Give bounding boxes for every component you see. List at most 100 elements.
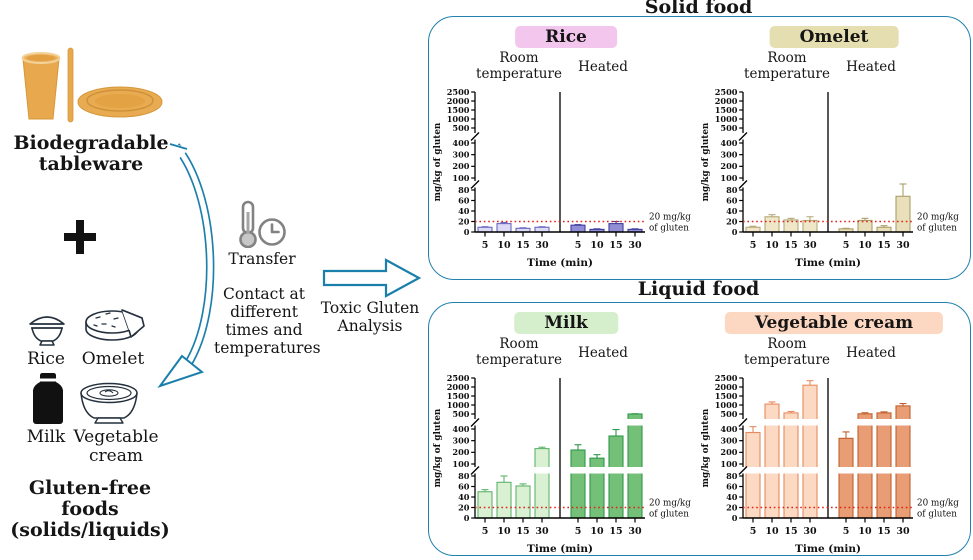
solid-food-title: Solid food [644, 0, 753, 18]
svg-text:500: 500 [720, 409, 737, 419]
svg-text:10: 10 [765, 240, 779, 251]
svg-text:5: 5 [482, 240, 489, 251]
svg-text:5: 5 [750, 240, 757, 251]
svg-text:60: 60 [726, 195, 738, 205]
svg-text:400: 400 [720, 424, 737, 434]
svg-text:80: 80 [726, 471, 738, 481]
svg-text:300: 300 [720, 149, 737, 159]
milk-header-chip: Milk [514, 312, 618, 334]
svg-text:1000: 1000 [447, 114, 470, 124]
rice-chip-label: Rice [545, 27, 587, 47]
svg-text:5: 5 [482, 526, 489, 537]
svg-text:200: 200 [720, 161, 737, 171]
svg-text:100: 100 [720, 173, 737, 183]
svg-text:10: 10 [765, 526, 779, 537]
milk-room-temperature-label: Room temperature [476, 336, 562, 368]
svg-text:30: 30 [535, 526, 549, 537]
svg-text:of gluten: of gluten [649, 224, 689, 234]
svg-text:30: 30 [803, 240, 817, 251]
svg-text:15: 15 [784, 526, 797, 537]
svg-text:15: 15 [609, 526, 622, 537]
svg-text:300: 300 [452, 149, 469, 159]
vegetable-cream-heated-label: Heated [846, 345, 896, 361]
svg-text:1500: 1500 [715, 391, 738, 401]
svg-text:500: 500 [452, 123, 469, 133]
svg-text:60: 60 [458, 195, 470, 205]
curved-arrow-icon [157, 142, 215, 388]
svg-text:100: 100 [452, 459, 469, 469]
svg-text:400: 400 [452, 138, 469, 148]
liquid-food-box: Milk Room temperature Heated 0 20 40 60 80 10… [428, 302, 971, 556]
svg-text:Time (min): Time (min) [795, 257, 861, 269]
svg-text:5: 5 [575, 240, 582, 251]
vegetable-cream-header-chip: Vegetable cream [724, 312, 944, 334]
omelet-chart: 0 20 40 60 80 100 200 300 400 500 1000 1500 2000 2500… [701, 82, 967, 274]
svg-text:20: 20 [458, 216, 470, 226]
svg-text:15: 15 [877, 526, 890, 537]
svg-text:500: 500 [720, 123, 737, 133]
gluten-free-label: Gluten-free foods (solids/liquids) [10, 477, 170, 541]
svg-text:60: 60 [458, 481, 470, 491]
rice-bowl-icon [29, 316, 65, 346]
tableware-label: Biodegradable tableware [13, 132, 169, 175]
svg-text:mg/kg of gluten: mg/kg of gluten [701, 122, 711, 201]
solid-food-box: Rice Room temperature Heated 0 20 40 60 80 10… [428, 16, 971, 280]
rice-heated-label: Heated [578, 59, 628, 75]
rice-label: Rice [27, 349, 65, 369]
vegetable-cream-chart: 0 20 40 60 80 100 200 300 400 500 1000 1500 2000 2500… [701, 368, 967, 560]
svg-text:1000: 1000 [447, 400, 470, 410]
liquid-food-title: Liquid food [637, 278, 760, 300]
svg-text:40: 40 [726, 492, 738, 502]
omelet-room-temperature-label: Room temperature [744, 50, 830, 82]
omelet-header-chip: Omelet [769, 26, 899, 48]
vegetable-cream-room-temperature-label: Room temperature [744, 336, 830, 368]
svg-text:5: 5 [575, 526, 582, 537]
svg-text:200: 200 [452, 161, 469, 171]
svg-text:0: 0 [464, 227, 470, 237]
transfer-label: Transfer [228, 250, 296, 268]
svg-text:80: 80 [458, 185, 470, 195]
svg-text:80: 80 [458, 471, 470, 481]
svg-text:5: 5 [843, 240, 850, 251]
svg-text:20 mg/kg: 20 mg/kg [917, 499, 959, 509]
rice-header-chip: Rice [515, 26, 617, 48]
svg-text:200: 200 [720, 447, 737, 457]
svg-text:mg/kg of gluten: mg/kg of gluten [433, 122, 443, 201]
svg-text:10: 10 [497, 240, 511, 251]
svg-text:200: 200 [452, 447, 469, 457]
svg-text:2000: 2000 [715, 382, 738, 392]
svg-text:40: 40 [458, 492, 470, 502]
vegetable-cream-label: Vegetable cream [73, 427, 159, 466]
svg-text:30: 30 [803, 526, 817, 537]
svg-text:20 mg/kg: 20 mg/kg [649, 213, 691, 223]
omelet-chip-label: Omelet [799, 27, 869, 47]
omelet-heated-label: Heated [846, 59, 896, 75]
plate-icon [77, 86, 163, 118]
svg-text:2500: 2500 [447, 373, 470, 383]
svg-text:5: 5 [750, 526, 757, 537]
svg-text:10: 10 [590, 526, 604, 537]
svg-text:40: 40 [726, 206, 738, 216]
svg-text:10: 10 [497, 526, 511, 537]
svg-text:2000: 2000 [447, 382, 470, 392]
svg-text:400: 400 [720, 138, 737, 148]
svg-text:of gluten: of gluten [649, 510, 689, 520]
svg-text:2500: 2500 [715, 373, 738, 383]
svg-text:Time (min): Time (min) [527, 257, 593, 269]
svg-text:of gluten: of gluten [917, 224, 957, 234]
svg-text:2500: 2500 [715, 87, 738, 97]
svg-text:2500: 2500 [447, 87, 470, 97]
milk-panel: Milk Room temperature Heated 0 20 40 60 80 10… [433, 306, 699, 560]
svg-text:20: 20 [726, 502, 738, 512]
svg-text:100: 100 [452, 173, 469, 183]
vegetable-cream-chip-label: Vegetable cream [754, 313, 914, 333]
rice-panel: Rice Room temperature Heated 0 20 40 60 80 10… [433, 20, 699, 276]
svg-text:15: 15 [877, 240, 890, 251]
svg-text:mg/kg of gluten: mg/kg of gluten [433, 408, 443, 487]
rice-room-temperature-label: Room temperature [476, 50, 562, 82]
svg-text:20: 20 [726, 216, 738, 226]
svg-text:60: 60 [726, 481, 738, 491]
svg-text:30: 30 [628, 240, 642, 251]
milk-chart: 0 20 40 60 80 100 200 300 400 500 1000 1500 2000 2500… [433, 368, 699, 560]
svg-text:20 mg/kg: 20 mg/kg [649, 499, 691, 509]
